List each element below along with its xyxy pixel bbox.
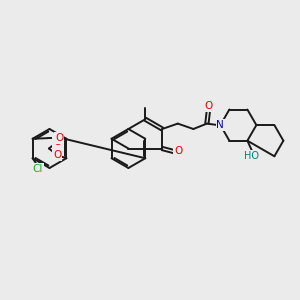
Text: Cl: Cl bbox=[33, 164, 43, 174]
Text: O: O bbox=[55, 133, 63, 143]
Text: O: O bbox=[174, 146, 182, 157]
Text: HO: HO bbox=[244, 151, 260, 161]
Text: N: N bbox=[217, 120, 224, 130]
Text: O: O bbox=[53, 150, 62, 160]
Text: O: O bbox=[53, 137, 62, 147]
Text: O: O bbox=[204, 101, 212, 111]
